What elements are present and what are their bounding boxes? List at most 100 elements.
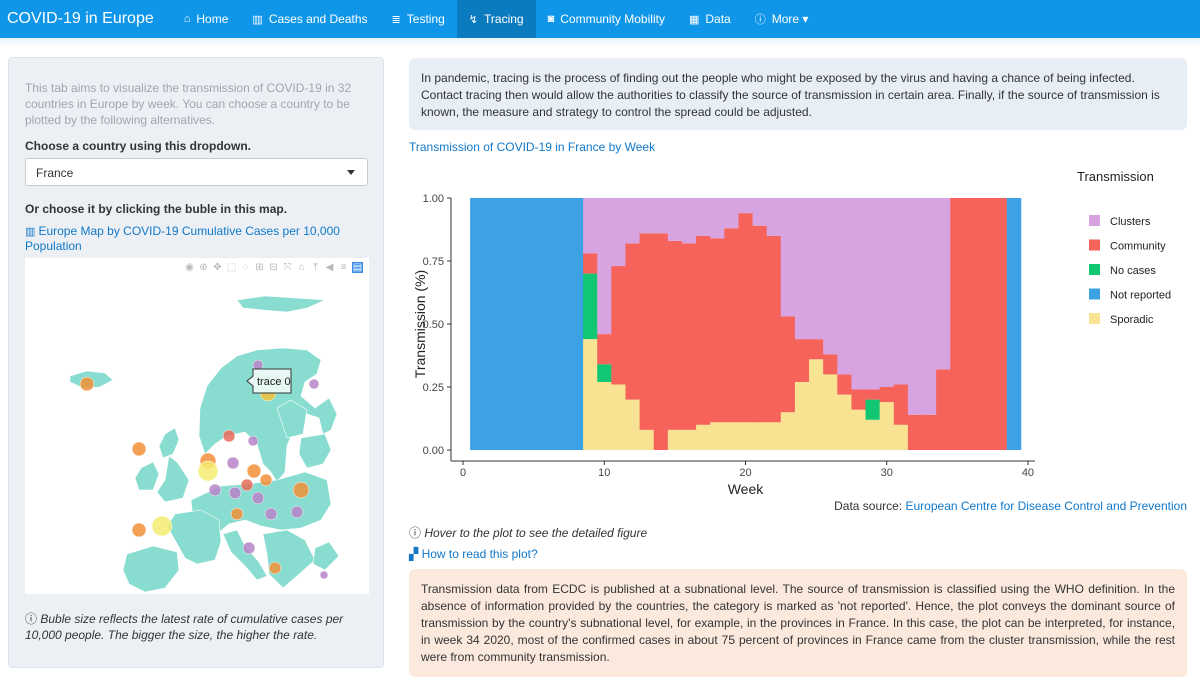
bar-community[interactable] xyxy=(625,243,640,400)
bar-community[interactable] xyxy=(809,339,824,360)
country-bubble[interactable] xyxy=(290,505,304,519)
country-bubble[interactable] xyxy=(226,456,240,470)
bar-clusters[interactable] xyxy=(936,198,951,370)
bar-clusters[interactable] xyxy=(738,198,753,214)
bar-no-cases[interactable] xyxy=(865,399,881,420)
bar-community[interactable] xyxy=(710,238,725,423)
bar-community[interactable] xyxy=(738,213,753,423)
bar-sporadic[interactable] xyxy=(837,394,852,450)
bar-community[interactable] xyxy=(667,240,683,430)
bar-clusters[interactable] xyxy=(639,198,655,234)
map-title-link[interactable]: ▥ Europe Map by COVID-19 Cumulative Case… xyxy=(25,224,355,253)
bar-not-reported[interactable] xyxy=(484,198,499,450)
bar-clusters[interactable] xyxy=(597,198,612,335)
bar-clusters[interactable] xyxy=(752,198,768,226)
bar-clusters[interactable] xyxy=(766,198,782,236)
bar-not-reported[interactable] xyxy=(512,198,528,450)
bar-clusters[interactable] xyxy=(780,198,796,317)
country-bubble[interactable] xyxy=(228,486,242,500)
bar-community[interactable] xyxy=(950,198,965,450)
bar-sporadic[interactable] xyxy=(865,419,881,450)
country-bubble[interactable] xyxy=(264,507,278,521)
bar-community[interactable] xyxy=(823,354,838,375)
bar-clusters[interactable] xyxy=(922,198,937,415)
country-bubble[interactable] xyxy=(131,522,147,538)
bar-community[interactable] xyxy=(766,235,782,423)
bar-sporadic[interactable] xyxy=(696,424,711,450)
bar-community[interactable] xyxy=(583,253,598,274)
bar-community[interactable] xyxy=(696,235,711,425)
bar-clusters[interactable] xyxy=(681,198,697,244)
bar-clusters[interactable] xyxy=(667,198,683,241)
country-dropdown[interactable]: France xyxy=(25,158,368,186)
autoscale-icon[interactable]: ⤧ xyxy=(283,262,292,273)
country-bubble[interactable] xyxy=(151,515,173,537)
bar-clusters[interactable] xyxy=(625,198,640,244)
bar-not-reported[interactable] xyxy=(554,198,570,450)
bar-community[interactable] xyxy=(865,389,881,400)
bar-sporadic[interactable] xyxy=(597,381,612,450)
bar-sporadic[interactable] xyxy=(823,374,838,450)
nav-tab-testing[interactable]: ≣ Testing xyxy=(380,0,457,38)
bar-sporadic[interactable] xyxy=(583,339,598,450)
country-bubble[interactable] xyxy=(208,483,222,497)
bar-community[interactable] xyxy=(851,389,866,410)
bar-sporadic[interactable] xyxy=(780,412,796,450)
bar-clusters[interactable] xyxy=(809,198,824,340)
bar-community[interactable] xyxy=(893,384,909,425)
bar-clusters[interactable] xyxy=(583,198,598,254)
how-to-read-link[interactable]: ▞ How to read this plot? xyxy=(409,547,538,561)
bar-sporadic[interactable] xyxy=(611,384,626,450)
bar-clusters[interactable] xyxy=(724,198,739,229)
bar-community[interactable] xyxy=(922,414,937,450)
bar-sporadic[interactable] xyxy=(710,422,725,450)
country-bubble[interactable] xyxy=(79,376,95,392)
bar-sporadic[interactable] xyxy=(738,422,753,450)
bar-clusters[interactable] xyxy=(696,198,711,236)
country-bubble[interactable] xyxy=(240,478,254,492)
plotly-logo-icon[interactable]: ▤ xyxy=(352,262,363,273)
country-bubble[interactable] xyxy=(246,463,262,479)
country-bubble[interactable] xyxy=(242,541,256,555)
zoom-in-icon[interactable]: ⊞ xyxy=(255,262,264,273)
nav-tab-home[interactable]: ⌂ Home xyxy=(172,0,241,38)
bar-no-cases[interactable] xyxy=(583,273,598,340)
bar-clusters[interactable] xyxy=(794,198,810,340)
bar-sporadic[interactable] xyxy=(879,402,895,450)
bar-community[interactable] xyxy=(639,233,655,430)
box-select-icon[interactable]: ⬚ xyxy=(226,262,237,273)
bar-community[interactable] xyxy=(724,228,739,423)
bar-clusters[interactable] xyxy=(710,198,725,239)
bar-sporadic[interactable] xyxy=(681,429,697,450)
bar-sporadic[interactable] xyxy=(766,422,782,450)
zoom-out-icon[interactable]: ⊟ xyxy=(269,262,278,273)
bar-clusters[interactable] xyxy=(851,198,866,390)
bar-not-reported[interactable] xyxy=(526,198,542,450)
bar-not-reported[interactable] xyxy=(1006,198,1022,450)
bar-community[interactable] xyxy=(752,225,768,423)
country-bubble[interactable] xyxy=(222,429,236,443)
bar-community[interactable] xyxy=(964,198,979,450)
country-bubble[interactable] xyxy=(259,473,273,487)
bar-sporadic[interactable] xyxy=(851,409,866,450)
country-bubble[interactable] xyxy=(319,570,329,580)
country-bubble[interactable] xyxy=(268,561,282,575)
nav-tab-cases-and-deaths[interactable]: ▥ Cases and Deaths xyxy=(240,0,379,38)
bar-community[interactable] xyxy=(879,387,895,403)
bar-clusters[interactable] xyxy=(611,198,626,267)
hover-closest-icon[interactable]: ◀ xyxy=(325,262,334,273)
bar-sporadic[interactable] xyxy=(893,424,909,450)
bar-community[interactable] xyxy=(597,334,612,365)
country-bubble[interactable] xyxy=(292,481,310,499)
bar-not-reported[interactable] xyxy=(568,198,584,450)
country-bubble[interactable] xyxy=(230,507,244,521)
country-bubble[interactable] xyxy=(308,378,320,390)
country-bubble[interactable] xyxy=(251,491,265,505)
bar-community[interactable] xyxy=(611,266,626,385)
bar-sporadic[interactable] xyxy=(724,422,739,450)
bar-community[interactable] xyxy=(978,198,994,450)
bar-community[interactable] xyxy=(681,243,697,430)
bar-clusters[interactable] xyxy=(837,198,852,375)
bar-sporadic[interactable] xyxy=(809,359,824,450)
bar-sporadic[interactable] xyxy=(794,381,810,450)
